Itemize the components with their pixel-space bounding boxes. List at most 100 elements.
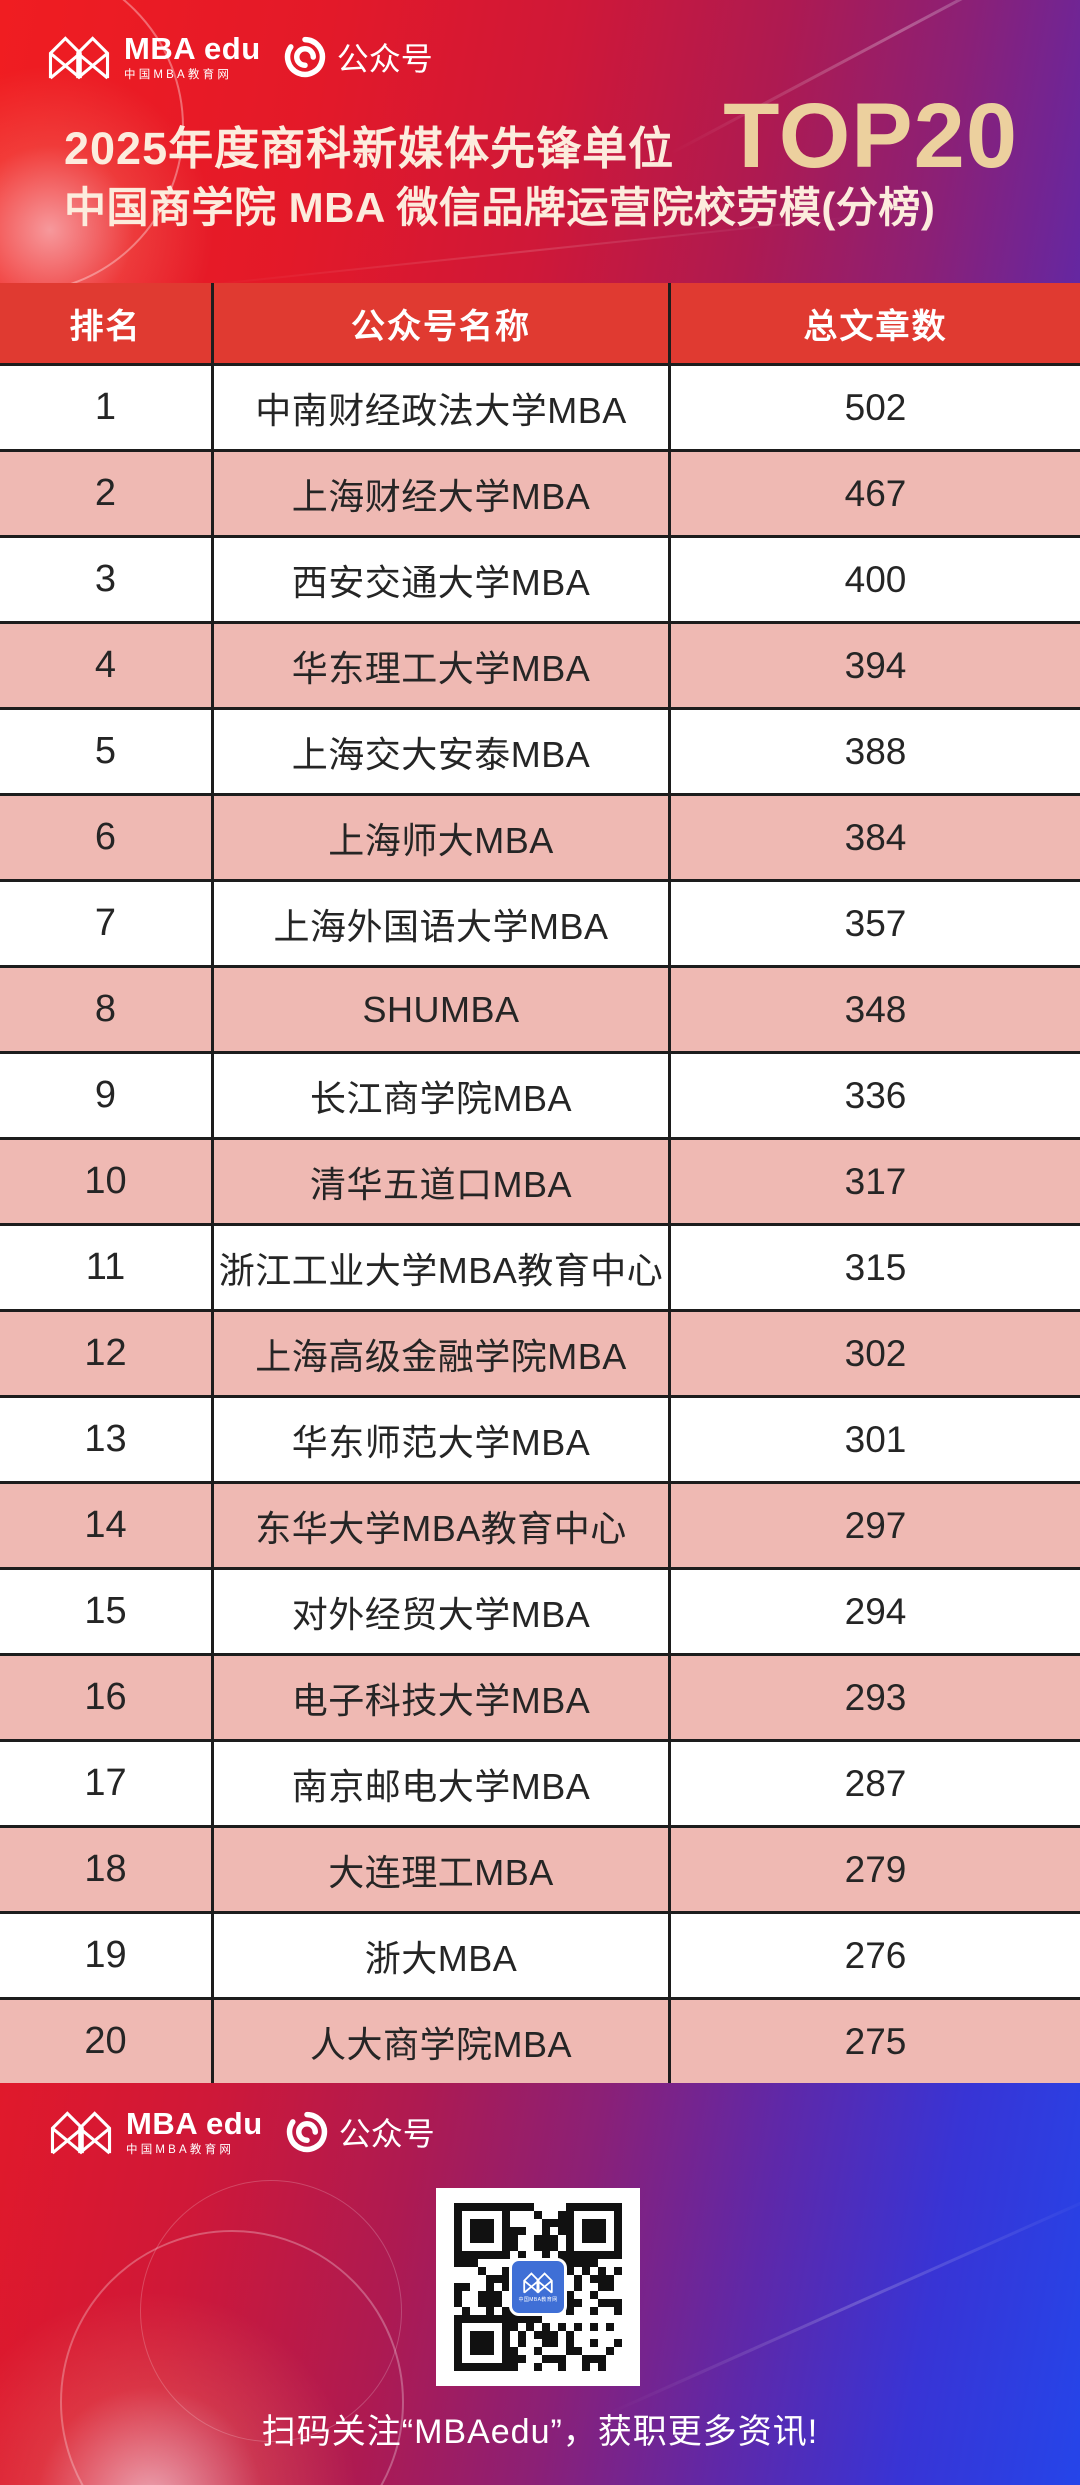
qr-caption: 扫码关注“MBAedu”，获职更多资讯! [261,2413,819,2451]
cell-name: 浙大MBA [214,1914,668,1997]
table-row: 13 华东师范大学MBA 301 [0,1398,1080,1481]
cell-rank: 17 [0,1742,211,1825]
qr-pattern [454,2203,622,2371]
cell-rank: 1 [0,366,211,449]
cell-name: 电子科技大学MBA [214,1656,668,1739]
table-row: 3 西安交通大学MBA 400 [0,538,1080,621]
mba-edu-monogram-icon [523,2272,553,2294]
cell-count: 294 [671,1570,1080,1653]
table-row: 1 中南财经政法大学MBA 502 [0,366,1080,449]
cell-rank: 11 [0,1226,211,1309]
table-row: 6 上海师大MBA 384 [0,796,1080,879]
cell-count: 357 [671,882,1080,965]
cell-rank: 16 [0,1656,211,1739]
cell-rank: 8 [0,968,211,1051]
lens-flare-bottom-left [0,2290,360,2485]
cell-name: 大连理工MBA [214,1828,668,1911]
cell-count: 317 [671,1140,1080,1223]
cell-count: 276 [671,1914,1080,1997]
table-row: 15 对外经贸大学MBA 294 [0,1570,1080,1653]
column-header-rank: 排名 [0,283,211,363]
table-row: 11 浙江工业大学MBA教育中心 315 [0,1226,1080,1309]
cell-name: SHUMBA [214,968,668,1051]
cell-name: 浙江工业大学MBA教育中心 [214,1226,668,1309]
cell-name: 长江商学院MBA [214,1054,668,1137]
official-account-swirl-icon [286,2112,327,2153]
cell-rank: 9 [0,1054,211,1137]
cell-name: 上海交大安泰MBA [214,710,668,793]
cell-count: 400 [671,538,1080,621]
table-row: 10 清华五道口MBA 317 [0,1140,1080,1223]
table-row: 9 长江商学院MBA 336 [0,1054,1080,1137]
cell-rank: 15 [0,1570,211,1653]
brand-name: MBA edu [126,2106,263,2141]
table-row: 7 上海外国语大学MBA 357 [0,882,1080,965]
cell-rank: 6 [0,796,211,879]
poster-title-line1: 2025年度商科新媒体先锋单位 [64,123,675,174]
mba-edu-monogram-icon [50,2111,112,2155]
header-brand: MBA edu 中国MBA教育网 公众号 [48,33,433,82]
cell-rank: 5 [0,710,211,793]
flare-ring-bottom-left-2 [140,2180,402,2442]
official-account-label: 公众号 [338,2116,435,2153]
cell-rank: 13 [0,1398,211,1481]
qr-logo-subtitle: 中国MBA教育网 [518,2297,558,2303]
cell-rank: 18 [0,1828,211,1911]
table-row: 5 上海交大安泰MBA 388 [0,710,1080,793]
table-row: 12 上海高级金融学院MBA 302 [0,1312,1080,1395]
cell-count: 302 [671,1312,1080,1395]
brand-subtitle: 中国MBA教育网 [124,69,233,81]
cell-rank: 14 [0,1484,211,1567]
footer-brand: MBA edu 中国MBA教育网 公众号 [50,2108,435,2157]
cell-name: 中南财经政法大学MBA [214,366,668,449]
cell-name: 华东师范大学MBA [214,1398,668,1481]
column-header-count: 总文章数 [671,283,1080,363]
cell-name: 上海财经大学MBA [214,452,668,535]
cell-count: 348 [671,968,1080,1051]
cell-count: 293 [671,1656,1080,1739]
table-row: 4 华东理工大学MBA 394 [0,624,1080,707]
official-account-label: 公众号 [336,41,433,78]
table-row: 16 电子科技大学MBA 293 [0,1656,1080,1739]
cell-rank: 4 [0,624,211,707]
cell-name: 西安交通大学MBA [214,538,668,621]
cell-rank: 7 [0,882,211,965]
cell-count: 384 [671,796,1080,879]
cell-name: 清华五道口MBA [214,1140,668,1223]
cell-rank: 3 [0,538,211,621]
cell-count: 315 [671,1226,1080,1309]
qr-center-logo: 中国MBA教育网 [509,2258,567,2316]
cell-name: 华东理工大学MBA [214,624,668,707]
cell-name: 上海师大MBA [214,796,668,879]
poster-title-line2: 中国商学院 MBA 微信品牌运营院校劳模(分榜) [64,184,936,231]
column-header-name: 公众号名称 [214,283,668,363]
cell-rank: 12 [0,1312,211,1395]
table-body: 1 中南财经政法大学MBA 502 2 上海财经大学MBA 467 3 西安交通大学MBA 40… [0,366,1080,2083]
table-row: 19 浙大MBA 276 [0,1914,1080,1997]
brand-subtitle: 中国MBA教育网 [126,2144,235,2156]
cell-count: 336 [671,1054,1080,1137]
cell-count: 394 [671,624,1080,707]
cell-name: 上海高级金融学院MBA [214,1312,668,1395]
table-header-row: 排名 公众号名称 总文章数 [0,283,1080,363]
cell-count: 502 [671,366,1080,449]
qr-code: 中国MBA教育网 [436,2188,640,2386]
cell-count: 467 [671,452,1080,535]
cell-name: 人大商学院MBA [214,2000,668,2083]
table-row: 18 大连理工MBA 279 [0,1828,1080,1911]
cell-count: 388 [671,710,1080,793]
table-row: 14 东华大学MBA教育中心 297 [0,1484,1080,1567]
cell-count: 287 [671,1742,1080,1825]
cell-rank: 20 [0,2000,211,2083]
official-account-swirl-icon [284,37,325,78]
top20-badge: TOP20 [723,85,1018,187]
mba-edu-monogram-icon [48,36,110,80]
light-streak-bottom-right [603,2186,1080,2417]
cell-rank: 10 [0,1140,211,1223]
ranking-table: 排名 公众号名称 总文章数 1 中南财经政法大学MBA 502 2 上海财经大学MBA 4… [0,283,1080,2083]
cell-count: 297 [671,1484,1080,1567]
cell-rank: 19 [0,1914,211,1997]
table-row: 8 SHUMBA 348 [0,968,1080,1051]
cell-name: 对外经贸大学MBA [214,1570,668,1653]
